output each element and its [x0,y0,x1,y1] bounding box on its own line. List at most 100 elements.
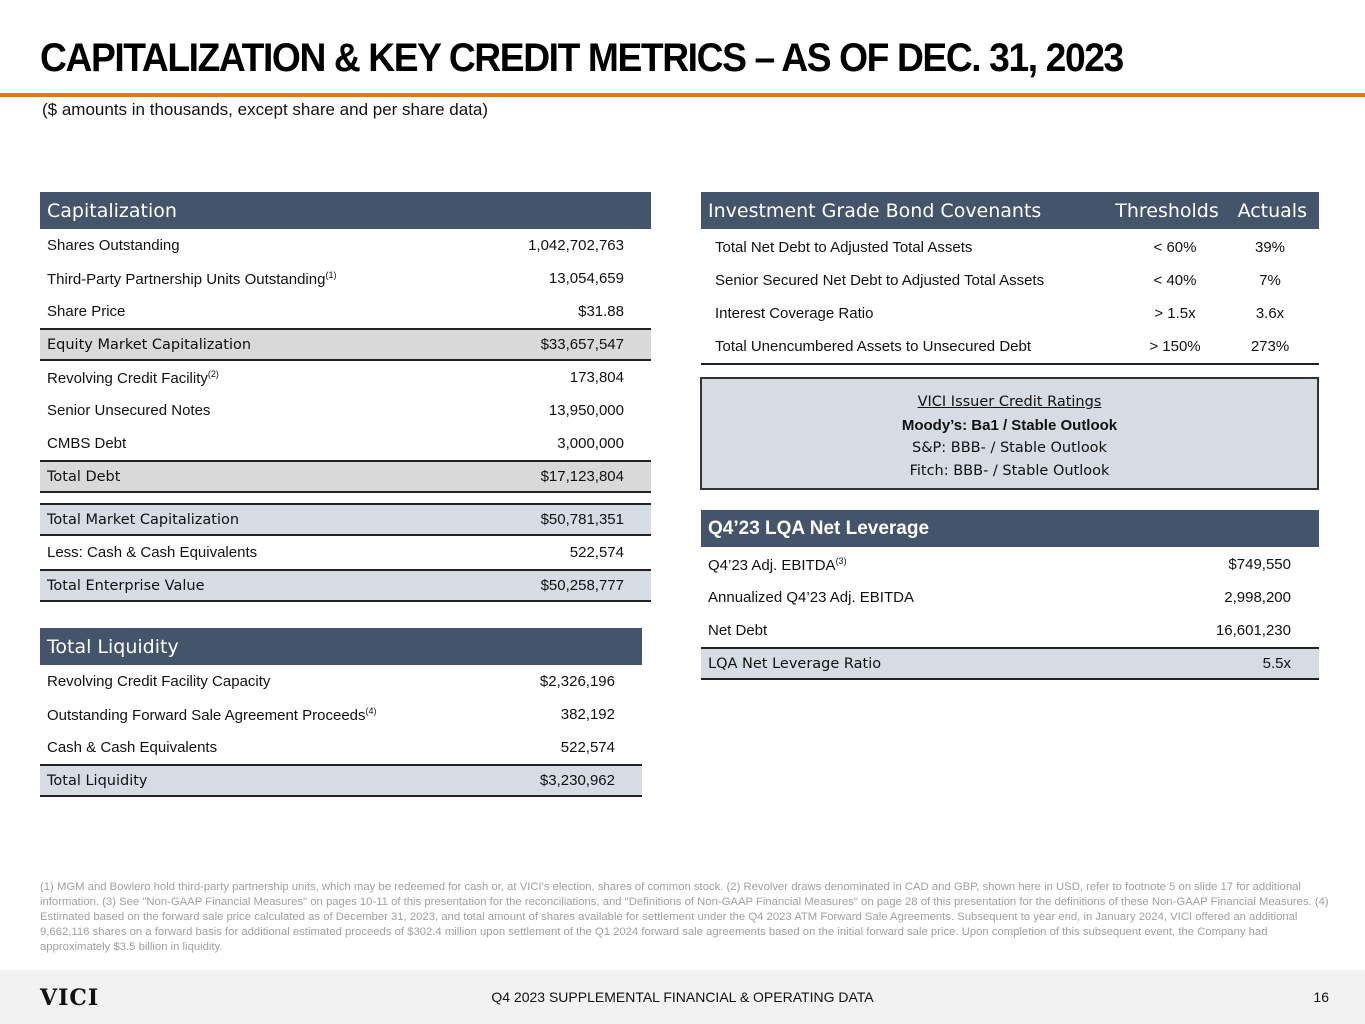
row-label: Total Market Capitalization [47,511,240,528]
covenant-name: Senior Secured Net Debt to Adjusted Tota… [715,272,1045,289]
row-label: Annualized Q4’23 Adj. EBITDA [708,589,914,606]
footnote-ref: (2) [207,368,219,379]
covenant-name: Interest Coverage Ratio [715,305,874,322]
actual: 7% [1259,272,1281,289]
footer-bar [0,970,1365,1024]
table-row: Annualized Q4’23 Adj. EBITDA 2,998,200 [701,581,1319,614]
rating-sp: S&P: BBB- / Stable Outlook [912,440,1107,456]
row-value: 13,950,000 [548,402,624,419]
table-row: Outstanding Forward Sale Agreement Proce… [40,698,642,731]
row-value: 522,574 [560,739,615,756]
table-row: Less: Cash & Cash Equivalents 522,574 [40,536,651,569]
actual: 3.6x [1255,305,1285,322]
table-row: Total Unencumbered Assets to Unsecured D… [701,330,1319,363]
row-label: Q4’23 Adj. EBITDA(3) [708,555,847,574]
table-header: Investment Grade Bond Covenants Threshol… [701,192,1319,229]
credit-ratings-box: VICI Issuer Credit Ratings Moody’s: Ba1 … [700,377,1319,490]
row-label: LQA Net Leverage Ratio [708,655,882,672]
table-row: Total Enterprise Value $50,258,777 [40,569,651,602]
threshold: > 1.5x [1154,305,1196,322]
page-title: CAPITALIZATION & KEY CREDIT METRICS – AS… [40,36,1124,80]
ratings-title: VICI Issuer Credit Ratings [917,394,1102,410]
table-row: Third-Party Partnership Units Outstandin… [40,262,651,295]
table-header: Q4’23 LQA Net Leverage [701,510,1319,547]
row-value: 382,192 [560,706,615,723]
row-label: Share Price [47,303,126,320]
table-row: Q4’23 Adj. EBITDA(3) $749,550 [701,548,1319,581]
table-row: Total Debt $17,123,804 [40,460,651,493]
table-header: Capitalization [40,192,651,229]
table-row: Net Debt 16,601,230 [701,614,1319,647]
row-value: $2,326,196 [539,673,615,690]
footer-text: Q4 2023 SUPPLEMENTAL FINANCIAL & OPERATI… [491,989,874,1005]
row-label: Shares Outstanding [47,237,180,254]
row-value: 2,998,200 [1224,589,1291,606]
liquidity-table: Total Liquidity Revolving Credit Facilit… [40,628,642,797]
header-thresholds: Thresholds [1115,199,1219,222]
row-label: Third-Party Partnership Units Outstandin… [47,269,337,288]
rating-fitch: Fitch: BBB- / Stable Outlook [909,463,1110,479]
covenant-name: Total Net Debt to Adjusted Total Assets [715,239,973,256]
row-label: Total Debt [47,468,121,485]
row-value: 16,601,230 [1215,622,1291,639]
row-label: Total Enterprise Value [47,577,205,594]
row-label: Cash & Cash Equivalents [47,739,218,756]
threshold: > 150% [1149,338,1201,355]
footnote-ref: (1) [325,269,337,280]
row-value: 13,054,659 [548,270,624,287]
table-row: Interest Coverage Ratio > 1.5x 3.6x [701,297,1319,330]
covenants-table: Investment Grade Bond Covenants Threshol… [701,192,1319,365]
covenant-name: Total Unencumbered Assets to Unsecured D… [715,338,1032,355]
footnotes: (1) MGM and Bowlero hold third-party par… [40,881,1329,953]
row-value: 3,000,000 [557,435,624,452]
row-value: $3,230,962 [539,772,615,789]
row-label: Revolving Credit Facility(2) [47,368,219,387]
table-row: Senior Secured Net Debt to Adjusted Tota… [701,264,1319,297]
row-label: Senior Unsecured Notes [47,402,211,419]
row-value: $50,781,351 [540,511,624,528]
actual: 39% [1254,239,1286,256]
row-label: Revolving Credit Facility Capacity [47,673,271,690]
table-row: Cash & Cash Equivalents 522,574 [40,731,642,764]
table-row: Total Market Capitalization $50,781,351 [40,503,651,536]
row-value: 1,042,702,763 [528,237,624,254]
table-row: Total Liquidity $3,230,962 [40,764,642,797]
vici-logo: VICI [40,985,100,1011]
row-label: Outstanding Forward Sale Agreement Proce… [47,705,377,724]
row-value: $31.88 [578,303,624,320]
row-value: $33,657,547 [540,336,624,353]
title-rule [0,93,1365,97]
page-number: 16 [1313,989,1329,1005]
row-value: 522,574 [569,544,624,561]
footnote-ref: (4) [365,705,377,716]
table-row: Total Net Debt to Adjusted Total Assets <… [701,231,1319,264]
rating-moodys: Moody’s: Ba1 / Stable Outlook [901,417,1118,434]
threshold: < 40% [1153,272,1197,289]
row-label: Equity Market Capitalization [47,336,252,353]
row-value: $17,123,804 [540,468,624,485]
table-row: CMBS Debt 3,000,000 [40,427,651,460]
table-header: Total Liquidity [40,628,642,665]
table-row: Senior Unsecured Notes 13,950,000 [40,394,651,427]
table-row: Shares Outstanding 1,042,702,763 [40,229,651,262]
row-value: 173,804 [569,369,624,386]
header-covenants: Investment Grade Bond Covenants [708,199,1042,222]
row-label: Net Debt [708,622,768,639]
leverage-table: Q4’23 LQA Net Leverage Q4’23 Adj. EBITDA… [701,510,1319,680]
capitalization-table: Capitalization Shares Outstanding 1,042,7… [40,192,651,602]
row-value: 5.5x [1262,655,1291,672]
table-row: LQA Net Leverage Ratio 5.5x [701,647,1319,680]
table-row: Share Price $31.88 [40,295,651,328]
page-subtitle: ($ amounts in thousands, except share an… [42,100,489,119]
row-value: $50,258,777 [540,577,624,594]
table-row: Revolving Credit Facility(2) 173,804 [40,361,651,394]
row-label: Total Liquidity [47,772,148,789]
row-value: $749,550 [1228,556,1291,573]
threshold: < 60% [1153,239,1197,256]
table-row: Equity Market Capitalization $33,657,547 [40,328,651,361]
row-label: Less: Cash & Cash Equivalents [47,544,258,561]
table-row: Revolving Credit Facility Capacity $2,326… [40,665,642,698]
footnote-ref: (3) [835,555,847,566]
header-actuals: Actuals [1237,199,1307,222]
actual: 273% [1250,338,1290,355]
